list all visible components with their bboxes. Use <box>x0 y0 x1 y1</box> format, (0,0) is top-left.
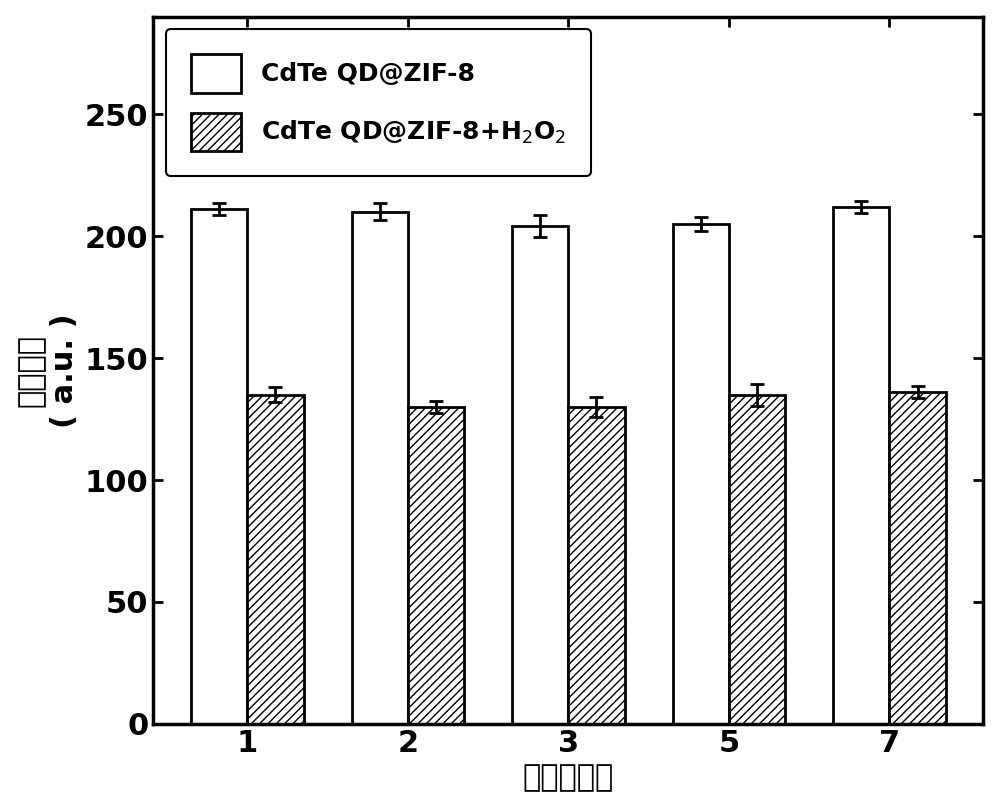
Bar <box>729 395 785 724</box>
Legend: CdTe QD@ZIF-8, CdTe QD@ZIF-8+H$_2$O$_2$: CdTe QD@ZIF-8, CdTe QD@ZIF-8+H$_2$O$_2$ <box>166 29 591 176</box>
Y-axis label: 荧光强度
( a.u. ): 荧光强度 ( a.u. ) <box>17 313 79 428</box>
Bar <box>833 207 889 724</box>
X-axis label: 时间（天）: 时间（天） <box>523 764 614 792</box>
Bar <box>889 392 946 724</box>
Bar <box>408 407 464 724</box>
Bar <box>247 395 304 724</box>
Bar <box>512 227 568 724</box>
Bar <box>568 407 625 724</box>
Bar <box>673 224 729 724</box>
Bar <box>352 212 408 724</box>
Bar <box>191 210 247 724</box>
